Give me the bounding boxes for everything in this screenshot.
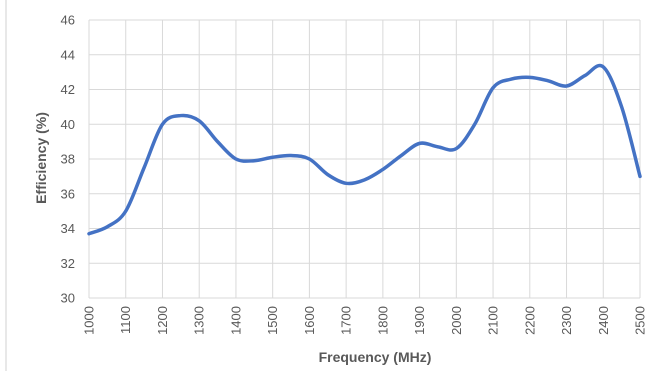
y-tick-label: 34 [61, 221, 75, 236]
y-tick-label: 40 [61, 117, 75, 132]
grid-lines [88, 19, 641, 299]
y-tick-label: 42 [61, 82, 75, 97]
x-tick-label: 1000 [82, 306, 97, 335]
efficiency-series-line [87, 63, 642, 236]
x-tick-label: 2500 [633, 306, 648, 335]
y-tick-label: 46 [61, 13, 75, 28]
y-axis-title: Efficiency (%) [33, 112, 49, 204]
x-tick-label: 2400 [596, 306, 611, 335]
x-tick-label: 1600 [302, 306, 317, 335]
y-axis-ticks: 30 32 34 36 38 40 42 44 46 [61, 13, 75, 306]
x-tick-label: 2200 [522, 306, 537, 335]
x-tick-label: 1300 [192, 306, 207, 335]
y-tick-label: 44 [61, 47, 75, 62]
x-tick-label: 2100 [486, 306, 501, 335]
x-tick-label: 1400 [228, 306, 243, 335]
x-tick-label: 2000 [449, 306, 464, 335]
y-tick-label: 38 [61, 152, 75, 167]
x-tick-label: 1100 [118, 306, 133, 334]
y-tick-label: 36 [61, 186, 75, 201]
x-tick-label: 1700 [339, 306, 354, 335]
y-tick-label: 32 [61, 256, 75, 271]
x-tick-label: 1900 [412, 306, 427, 335]
x-tick-label: 1200 [155, 306, 170, 335]
x-axis-title: Frequency (MHz) [319, 349, 432, 365]
y-tick-label: 30 [61, 291, 75, 306]
series-lines [87, 63, 642, 236]
x-tick-label: 2300 [559, 306, 574, 335]
x-tick-label: 1500 [265, 306, 280, 335]
x-axis-ticks: 1000 1100 1200 1300 1400 1500 1600 1700 1800 1900… [82, 306, 648, 335]
x-tick-label: 1800 [375, 306, 390, 335]
